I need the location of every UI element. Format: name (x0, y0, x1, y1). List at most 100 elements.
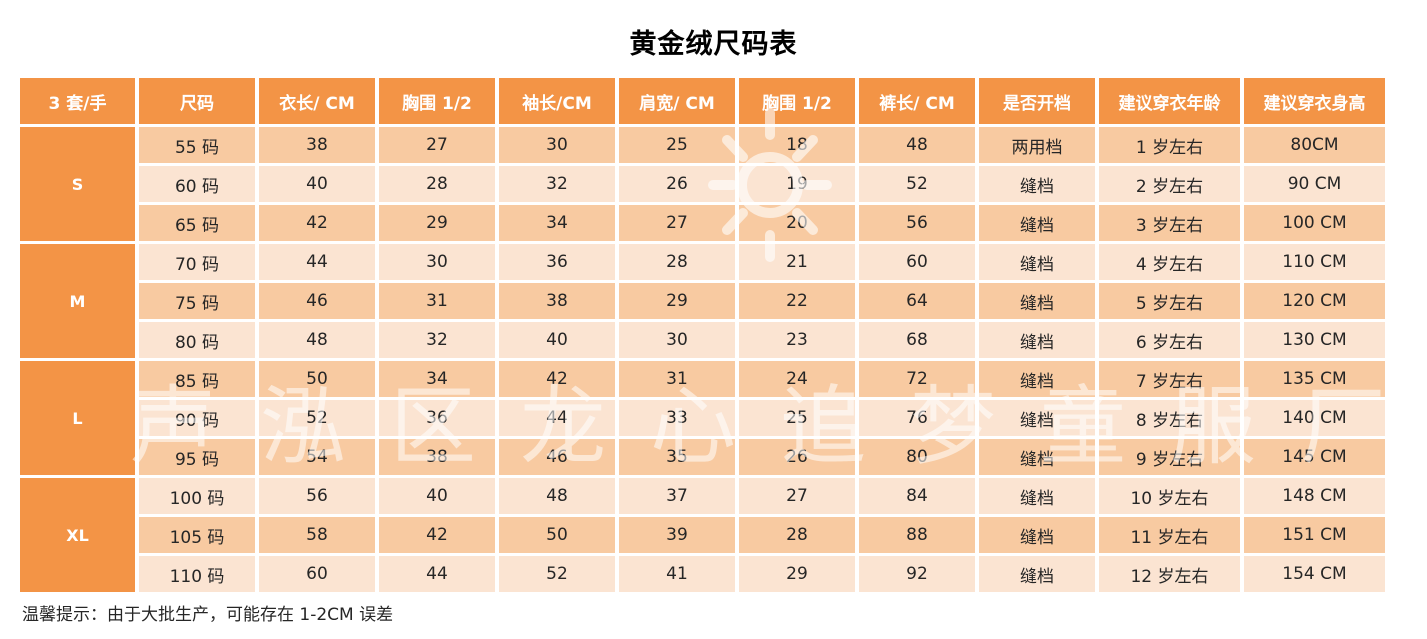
size-group-label: S (20, 127, 135, 241)
table-cell: 30 (499, 127, 615, 163)
table-cell: 21 (739, 244, 855, 280)
table-cell: 88 (859, 517, 975, 553)
table-cell: 8 岁左右 (1099, 400, 1240, 436)
table-row: 95 码 54 38 46 35 26 80 缝档 9 岁左右 145 CM (20, 439, 1385, 475)
table-cell: 29 (619, 283, 735, 319)
column-header: 3 套/手 (20, 78, 135, 124)
column-header: 肩宽/ CM (619, 78, 735, 124)
table-cell: 29 (379, 205, 495, 241)
column-header: 胸围 1/2 (739, 78, 855, 124)
table-cell: 48 (499, 478, 615, 514)
table-cell: 148 CM (1244, 478, 1385, 514)
table-cell: 42 (259, 205, 375, 241)
table-cell: 68 (859, 322, 975, 358)
table-cell: 140 CM (1244, 400, 1385, 436)
size-group-label: L (20, 361, 135, 475)
table-cell: 105 码 (139, 517, 255, 553)
column-header: 袖长/CM (499, 78, 615, 124)
table-cell: 50 (499, 517, 615, 553)
table-cell: 27 (379, 127, 495, 163)
column-header: 建议穿衣年龄 (1099, 78, 1240, 124)
table-cell: 缝档 (979, 439, 1095, 475)
table-cell: 缝档 (979, 244, 1095, 280)
table-cell: 76 (859, 400, 975, 436)
table-row: 90 码 52 36 44 33 25 76 缝档 8 岁左右 140 CM (20, 400, 1385, 436)
table-cell: 40 (259, 166, 375, 202)
footnote: 温馨提示：由于大批生产，可能存在 1-2CM 误差 (22, 605, 394, 625)
table-cell: 32 (379, 322, 495, 358)
table-cell: 1 岁左右 (1099, 127, 1240, 163)
table-cell: 38 (499, 283, 615, 319)
table-cell: 缝档 (979, 556, 1095, 592)
table-cell: 缝档 (979, 283, 1095, 319)
table-cell: 64 (859, 283, 975, 319)
table-cell: 20 (739, 205, 855, 241)
column-header: 胸围 1/2 (379, 78, 495, 124)
table-cell: 31 (379, 283, 495, 319)
table-cell: 44 (259, 244, 375, 280)
table-cell: 44 (379, 556, 495, 592)
table-cell: 40 (379, 478, 495, 514)
size-chart-table: 3 套/手 尺码 衣长/ CM 胸围 1/2 袖长/CM 肩宽/ CM 胸围 1/2 裤长/ … (16, 75, 1389, 595)
table-row: S 55 码 38 27 30 25 18 48 两用档 1 岁左右 80CM (20, 127, 1385, 241)
table-cell: 25 (739, 400, 855, 436)
table-row: 60 码 40 28 32 26 19 52 缝档 2 岁左右 90 CM (20, 166, 1385, 202)
table-cell: 23 (739, 322, 855, 358)
table-cell: 38 (379, 439, 495, 475)
header-row: 3 套/手 尺码 衣长/ CM 胸围 1/2 袖长/CM 肩宽/ CM 胸围 1/2 裤长/ … (20, 78, 1385, 124)
table-cell: 3 岁左右 (1099, 205, 1240, 241)
table-cell: 缝档 (979, 205, 1095, 241)
table-cell: 100 码 (139, 478, 255, 514)
column-header: 是否开档 (979, 78, 1095, 124)
table-row: 80 码 48 32 40 30 23 68 缝档 6 岁左右 130 CM (20, 322, 1385, 358)
table-cell: 60 码 (139, 166, 255, 202)
table-cell: 85 码 (139, 361, 255, 397)
table-row: 65 码 42 29 34 27 20 56 缝档 3 岁左右 100 CM (20, 205, 1385, 241)
table-row: XL 100 码 56 40 48 37 27 84 缝档 10 岁左右 148 CM (20, 478, 1385, 592)
table-cell: 22 (739, 283, 855, 319)
table-cell: 52 (499, 556, 615, 592)
table-cell: 38 (259, 127, 375, 163)
table-cell: 135 CM (1244, 361, 1385, 397)
table-cell: 7 岁左右 (1099, 361, 1240, 397)
table-cell: 65 码 (139, 205, 255, 241)
table-cell: 52 (259, 400, 375, 436)
table-cell: 41 (619, 556, 735, 592)
table-row: M 70 码 44 30 36 28 21 60 缝档 4 岁左右 110 CM (20, 244, 1385, 358)
size-group-label: XL (20, 478, 135, 592)
table-cell: 46 (259, 283, 375, 319)
table-body: S 55 码 38 27 30 25 18 48 两用档 1 岁左右 80CM 60 码 40 28 32 2… (20, 127, 1385, 592)
table-cell: 60 (259, 556, 375, 592)
table-cell: 28 (739, 517, 855, 553)
table-cell: 34 (499, 205, 615, 241)
table-row: 75 码 46 31 38 29 22 64 缝档 5 岁左右 120 CM (20, 283, 1385, 319)
table-row: 110 码 60 44 52 41 29 92 缝档 12 岁左右 154 CM (20, 556, 1385, 592)
column-header: 建议穿衣身高 (1244, 78, 1385, 124)
table-cell: 80 (859, 439, 975, 475)
table-cell: 24 (739, 361, 855, 397)
table-cell: 9 岁左右 (1099, 439, 1240, 475)
table-cell: 33 (619, 400, 735, 436)
table-cell: 34 (379, 361, 495, 397)
table-cell: 缝档 (979, 400, 1095, 436)
table-cell: 两用档 (979, 127, 1095, 163)
table-cell: 26 (619, 166, 735, 202)
table-cell: 46 (499, 439, 615, 475)
table-cell: 90 CM (1244, 166, 1385, 202)
table-cell: 37 (619, 478, 735, 514)
column-header: 衣长/ CM (259, 78, 375, 124)
table-cell: 30 (619, 322, 735, 358)
table-cell: 6 岁左右 (1099, 322, 1240, 358)
table-cell: 92 (859, 556, 975, 592)
table-cell: 58 (259, 517, 375, 553)
table-cell: 31 (619, 361, 735, 397)
table-cell: 缝档 (979, 478, 1095, 514)
page-title: 黄金绒尺码表 (629, 29, 798, 60)
table-cell: 80CM (1244, 127, 1385, 163)
table-cell: 39 (619, 517, 735, 553)
table-cell: 27 (739, 478, 855, 514)
size-group-label: M (20, 244, 135, 358)
table-cell: 缝档 (979, 322, 1095, 358)
table-cell: 35 (619, 439, 735, 475)
table-cell: 70 码 (139, 244, 255, 280)
